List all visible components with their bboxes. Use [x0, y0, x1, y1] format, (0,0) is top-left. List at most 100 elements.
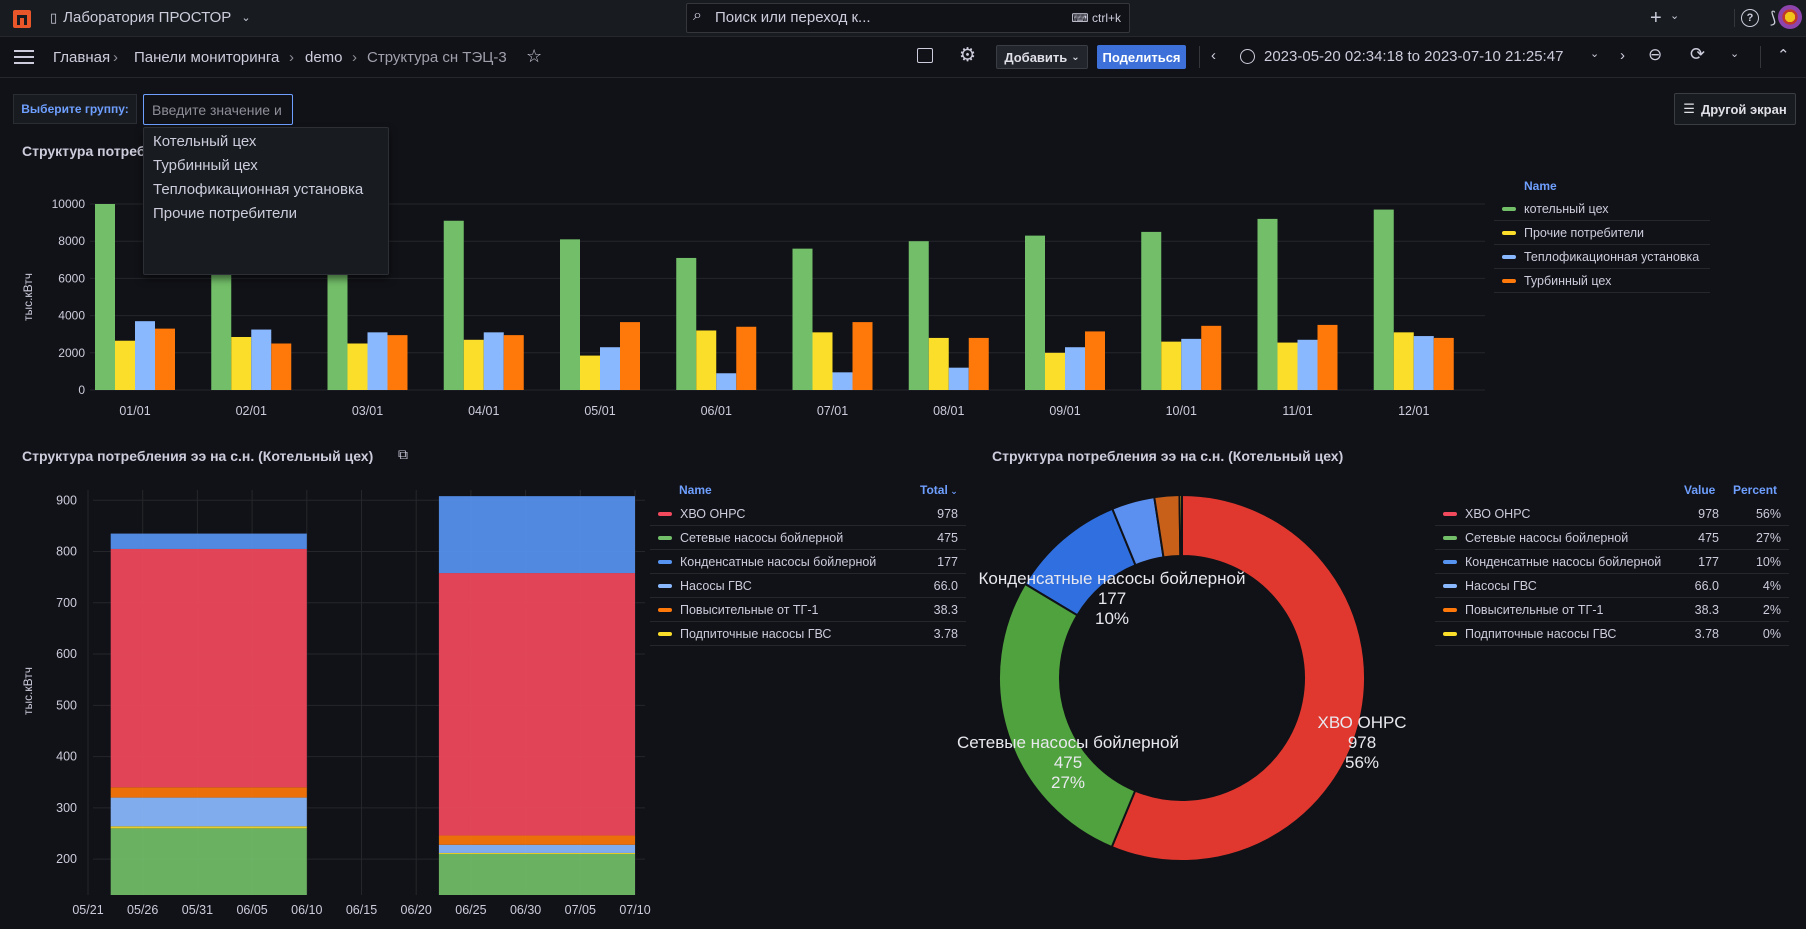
- plus-icon[interactable]: +: [1650, 7, 1662, 29]
- legend-item[interactable]: ХВО ОНРС 978 56%: [1435, 502, 1789, 526]
- legend-item[interactable]: Турбинный цех: [1494, 269, 1710, 293]
- chevron-down-icon[interactable]: ⌄: [1670, 10, 1680, 22]
- y-tick-label: 900: [56, 493, 77, 507]
- breadcrumb-home[interactable]: Главная: [53, 49, 111, 66]
- legend-color-swatch: [658, 559, 672, 564]
- bar: [1393, 332, 1414, 390]
- legend-total: 978: [937, 506, 958, 521]
- top-navbar: ▯ Лаборатория ПРОСТОР ⌄ ⌕ ⌨ ctrl+k + ⌄ ?…: [0, 0, 1806, 37]
- legend-color-swatch: [1502, 254, 1516, 259]
- menu-icon[interactable]: [14, 50, 34, 64]
- rss-icon[interactable]: ⟆: [1770, 10, 1777, 27]
- chevron-left-icon[interactable]: ‹: [1211, 47, 1216, 64]
- legend-percent: 2%: [1762, 602, 1781, 617]
- legend-item[interactable]: Насосы ГВС 66.0: [650, 574, 966, 598]
- x-tick-label: 06/20: [401, 903, 432, 917]
- bar: [1201, 325, 1222, 390]
- panel-title: Структура потребления ээ на с.н. (Котель…: [992, 448, 1344, 464]
- avatar[interactable]: [1778, 5, 1802, 29]
- legend-header-name[interactable]: Name: [679, 483, 712, 497]
- external-link-icon[interactable]: ⧉: [398, 446, 408, 462]
- legend-item[interactable]: Прочие потребители: [1494, 221, 1710, 245]
- dropdown-option[interactable]: Турбинный цех: [153, 157, 258, 174]
- bar: [928, 337, 949, 390]
- chevron-down-icon[interactable]: ⌄: [1590, 48, 1600, 60]
- y-tick-label: 300: [56, 801, 77, 815]
- bar: [620, 322, 640, 390]
- dropdown-option[interactable]: Прочие потребители: [153, 205, 298, 222]
- legend-color-swatch: [1502, 278, 1516, 283]
- bar: [716, 373, 737, 390]
- y-tick-label: 4000: [58, 309, 85, 323]
- group-select-input[interactable]: [143, 94, 293, 125]
- legend-item[interactable]: Теплофикационная установка: [1494, 245, 1710, 269]
- search-input[interactable]: [715, 9, 1055, 26]
- grafana-logo-icon[interactable]: [13, 10, 31, 28]
- help-icon[interactable]: ?: [1741, 9, 1759, 27]
- slice-label-percent: 56%: [1345, 753, 1379, 772]
- legend-item[interactable]: Повысительные от ТГ-1 38.3 2%: [1435, 598, 1789, 622]
- bar: [387, 335, 408, 390]
- kiosk-button[interactable]: ☰ Другой экран: [1674, 93, 1796, 125]
- legend-item[interactable]: Сетевые насосы бойлерной 475 27%: [1435, 526, 1789, 550]
- legend-percent: 27%: [1755, 530, 1781, 545]
- bar: [135, 321, 155, 390]
- legend-color-swatch: [1443, 607, 1457, 612]
- legend-item[interactable]: Сетевые насосы бойлерной 475: [650, 526, 966, 550]
- legend-item[interactable]: Повысительные от ТГ-1 38.3: [650, 598, 966, 622]
- stack-segment: [110, 548, 307, 788]
- time-range-picker[interactable]: 2023-05-20 02:34:18 to 2023-07-10 21:25:…: [1264, 48, 1564, 65]
- zoom-out-icon[interactable]: ⊖: [1648, 45, 1663, 64]
- dropdown-option[interactable]: Теплофикационная установка: [153, 181, 364, 198]
- stack-segment: [438, 852, 635, 854]
- legend-item[interactable]: Насосы ГВС 66.0 4%: [1435, 574, 1789, 598]
- legend-color-swatch: [1443, 583, 1457, 588]
- donut-slice: [998, 582, 1137, 849]
- legend-value: 3.78: [1694, 626, 1719, 641]
- bar: [443, 220, 464, 390]
- divider: [1734, 9, 1735, 27]
- bar: [251, 329, 272, 390]
- save-icon[interactable]: [917, 48, 933, 63]
- legend-label: Конденсатные насосы бойлерной: [680, 554, 877, 569]
- legend-label: ХВО ОНРС: [680, 506, 746, 521]
- bar: [1045, 352, 1065, 390]
- legend-item[interactable]: котельный цех: [1494, 197, 1710, 221]
- legend-item[interactable]: ХВО ОНРС 978: [650, 502, 966, 526]
- legend-color-swatch: [1443, 559, 1457, 564]
- keyboard-icon: ⌨: [1071, 11, 1089, 25]
- bar: [1277, 342, 1298, 390]
- legend-color-swatch: [1443, 535, 1457, 540]
- share-button[interactable]: Поделиться: [1097, 45, 1186, 69]
- legend-header-total[interactable]: Total ⌄: [920, 483, 958, 497]
- org-switcher[interactable]: ▯ Лаборатория ПРОСТОР ⌄: [50, 9, 251, 26]
- bar: [463, 339, 484, 390]
- legend-item[interactable]: Конденсатные насосы бойлерной 177 10%: [1435, 550, 1789, 574]
- bar: [347, 343, 368, 390]
- breadcrumb-dashboards[interactable]: Панели мониторинга: [134, 49, 280, 66]
- chevron-down-icon[interactable]: ⌄: [1730, 48, 1740, 60]
- legend-color-swatch: [658, 535, 672, 540]
- y-tick-label: 0: [78, 383, 85, 397]
- slice-label-name: Конденсатные насосы бойлерной: [979, 569, 1246, 588]
- dropdown-option[interactable]: Котельный цех: [153, 133, 257, 150]
- legend-item[interactable]: Подпиточные насосы ГВС 3.78 0%: [1435, 622, 1789, 646]
- star-icon[interactable]: ☆: [526, 46, 543, 66]
- add-button[interactable]: Добавить ⌄: [996, 45, 1088, 69]
- bar: [1257, 218, 1278, 390]
- slice-label-name: Сетевые насосы бойлерной: [957, 733, 1179, 752]
- stack-segment: [110, 826, 307, 829]
- breadcrumb-folder[interactable]: demo: [305, 49, 343, 66]
- chevron-up-icon[interactable]: ⌃: [1777, 47, 1790, 64]
- legend-label: Сетевые насосы бойлерной: [680, 530, 844, 545]
- legend-total: 3.78: [933, 626, 958, 641]
- legend-item[interactable]: Подпиточные насосы ГВС 3.78: [650, 622, 966, 646]
- gear-icon[interactable]: ⚙: [959, 45, 977, 66]
- chevron-right-icon[interactable]: ›: [1620, 47, 1625, 64]
- refresh-icon[interactable]: ⟳: [1690, 44, 1706, 64]
- search-bar[interactable]: ⌕ ⌨ ctrl+k: [686, 3, 1130, 33]
- stack-segment: [438, 835, 635, 845]
- dashboard-toolbar: [0, 37, 1806, 78]
- legend-item[interactable]: Конденсатные насосы бойлерной 177: [650, 550, 966, 574]
- chevron-down-icon: ⌄: [1071, 51, 1080, 63]
